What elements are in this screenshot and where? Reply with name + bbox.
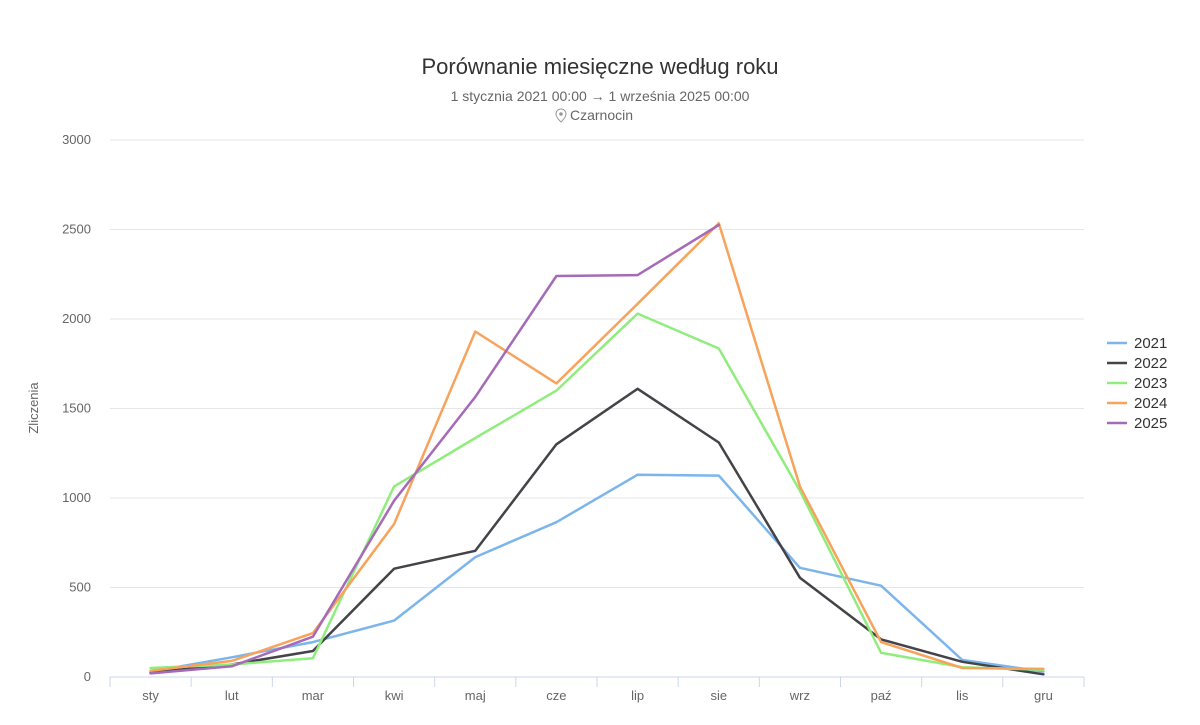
x-tick-label: lip: [631, 688, 644, 703]
legend[interactable]: 2021 2022 2023 2024 2025: [1107, 335, 1167, 432]
series-lines: [149, 221, 1045, 676]
x-tick-label: cze: [546, 688, 566, 703]
legend-label: 2023: [1134, 375, 1167, 392]
chart-title: Porównanie miesięczne według roku: [421, 54, 778, 79]
y-tick-label: 1000: [62, 490, 91, 505]
x-tick-label: mar: [302, 688, 325, 703]
x-tick-label: lis: [956, 688, 969, 703]
legend-label: 2021: [1134, 335, 1167, 352]
legend-item-2022[interactable]: 2022: [1107, 355, 1167, 372]
x-tick-label: sty: [142, 688, 159, 703]
series-line-2024: [149, 221, 1045, 672]
chart-subtitle: 1 stycznia 2021 00:00 → 1 września 2025 …: [451, 88, 750, 104]
map-marker-icon: [555, 108, 567, 123]
series-line-2022: [149, 387, 1045, 676]
x-tick-label: lut: [225, 688, 239, 703]
y-tick-label: 1500: [62, 401, 91, 416]
grid: [110, 139, 1084, 588]
y-tick-label: 2000: [62, 311, 91, 326]
legend-label: 2022: [1134, 355, 1167, 372]
x-tick-label: maj: [465, 688, 486, 703]
x-tick-label: sie: [710, 688, 727, 703]
y-axis-title: Zliczenia: [26, 382, 41, 434]
x-tick-label: wrz: [789, 688, 810, 703]
y-tick-label: 500: [69, 580, 91, 595]
legend-item-2023[interactable]: 2023: [1107, 375, 1167, 392]
location-label: Czarnocin: [555, 107, 633, 123]
legend-item-2021[interactable]: 2021: [1107, 335, 1167, 352]
series-line-2025: [149, 223, 721, 675]
legend-item-2025[interactable]: 2025: [1107, 415, 1167, 432]
y-tick-label: 0: [84, 669, 91, 684]
x-tick-label: paź: [871, 688, 892, 703]
series-line-2023: [149, 312, 1045, 672]
y-axis-ticks: 0 500 1000 1500 2000 2500 3000: [62, 132, 91, 684]
x-tick-label: kwi: [385, 688, 404, 703]
legend-label: 2025: [1134, 415, 1167, 432]
y-tick-label: 3000: [62, 132, 91, 147]
location-name: Czarnocin: [570, 107, 633, 123]
legend-item-2024[interactable]: 2024: [1107, 395, 1167, 412]
x-tick-label: gru: [1034, 688, 1053, 703]
legend-label: 2024: [1134, 395, 1167, 412]
y-tick-label: 2500: [62, 222, 91, 237]
series-line-2021: [149, 473, 1045, 673]
x-axis: sty lut mar kwi maj cze lip sie wrz paź lis gru: [109, 676, 1085, 703]
